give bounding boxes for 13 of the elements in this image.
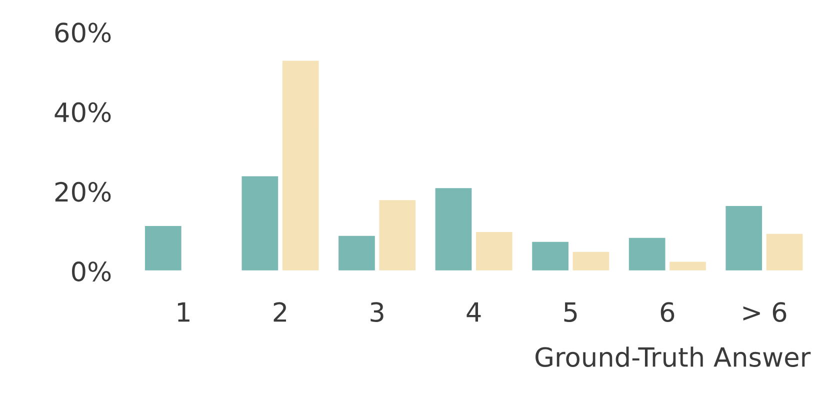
x-tick-label: 2: [274, 302, 286, 322]
bar: [144, 224, 183, 272]
x-tick-label: 6: [660, 302, 674, 322]
x-tick-label: 1: [178, 302, 190, 322]
x-tick-label: 3: [370, 302, 384, 322]
x-tick-label: 5: [564, 302, 577, 322]
y-tick-label: 20%: [55, 182, 111, 202]
y-tick-label: 0%: [72, 262, 111, 282]
x-tick-label: 4: [466, 302, 481, 322]
x-tick-label: > 6: [743, 302, 786, 322]
x-axis-title: Ground-Truth Answer: [536, 346, 811, 368]
y-tick-label: 40%: [54, 102, 111, 122]
y-tick-label: 60%: [55, 22, 111, 43]
